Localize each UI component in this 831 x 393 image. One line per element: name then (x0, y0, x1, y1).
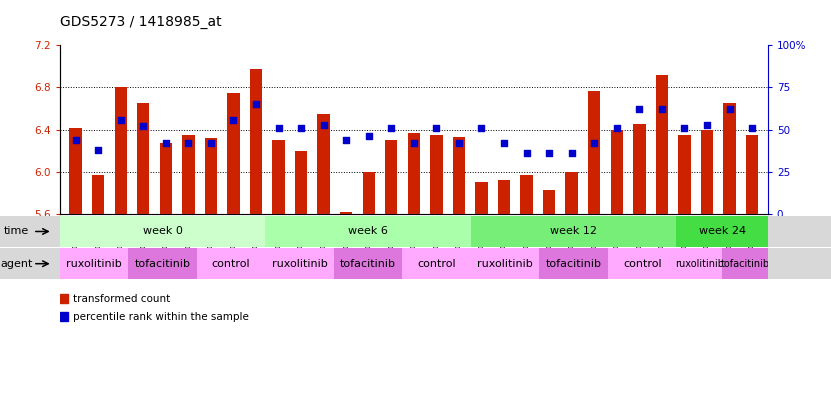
Point (136, 123, 150, 129)
Bar (227, 93, 239, 214)
Bar (746, 135, 758, 214)
Text: control: control (417, 259, 456, 269)
Bar (362, 172, 375, 214)
Text: time: time (4, 226, 29, 237)
Point (745, 125, 759, 131)
Bar (115, 87, 127, 214)
Point (182, 140, 195, 146)
Bar (723, 103, 735, 214)
Point (701, 121, 714, 128)
Point (723, 106, 736, 112)
Point (160, 140, 173, 146)
Point (340, 137, 353, 143)
Text: agent: agent (1, 259, 33, 269)
Bar (250, 70, 263, 214)
Text: week 12: week 12 (550, 226, 597, 237)
Bar (498, 180, 510, 214)
Bar (565, 172, 578, 214)
Bar (520, 175, 533, 214)
Point (520, 150, 534, 156)
Point (204, 140, 218, 146)
Text: tofacitinib: tofacitinib (340, 259, 396, 269)
Point (475, 125, 488, 131)
Bar (160, 143, 172, 214)
Text: ruxolitinib: ruxolitinib (477, 259, 533, 269)
Text: tofacitinib: tofacitinib (720, 259, 770, 269)
Point (385, 125, 398, 131)
Text: ruxolitinib: ruxolitinib (675, 259, 724, 269)
Bar (611, 130, 623, 214)
Bar (633, 125, 646, 214)
Text: tofacitinib: tofacitinib (135, 259, 190, 269)
Text: ruxolitinib: ruxolitinib (66, 259, 122, 269)
Point (69, 137, 82, 143)
Point (407, 140, 420, 146)
Bar (204, 138, 217, 214)
Point (294, 125, 307, 131)
Text: tofacitinib: tofacitinib (546, 259, 602, 269)
Bar (430, 135, 443, 214)
Text: percentile rank within the sample: percentile rank within the sample (73, 312, 249, 322)
Point (543, 150, 556, 156)
Bar (60, 312, 68, 321)
Text: week 6: week 6 (348, 226, 388, 237)
Point (430, 125, 443, 131)
Text: week 0: week 0 (143, 226, 183, 237)
Bar (701, 130, 713, 214)
Point (317, 121, 330, 128)
Text: control: control (212, 259, 250, 269)
Bar (340, 212, 352, 214)
Point (249, 101, 263, 107)
Bar (137, 103, 150, 214)
Text: transformed count: transformed count (73, 294, 170, 303)
Point (91, 147, 105, 153)
Bar (453, 137, 465, 214)
Bar (70, 128, 81, 214)
Text: GDS5273 / 1418985_at: GDS5273 / 1418985_at (60, 15, 221, 29)
Point (452, 140, 465, 146)
Bar (475, 182, 488, 214)
Bar (678, 135, 691, 214)
Text: ruxolitinib: ruxolitinib (272, 259, 327, 269)
Bar (273, 140, 285, 214)
Point (272, 125, 285, 131)
Text: week 24: week 24 (699, 226, 745, 237)
Point (588, 140, 601, 146)
Bar (60, 294, 68, 303)
Bar (543, 190, 555, 214)
Bar (92, 175, 105, 214)
Bar (588, 91, 601, 214)
Bar (385, 140, 397, 214)
Point (678, 125, 691, 131)
Point (655, 106, 668, 112)
Bar (408, 133, 420, 214)
Bar (182, 135, 194, 214)
Point (632, 106, 646, 112)
Point (498, 140, 511, 146)
Point (114, 116, 127, 123)
Point (227, 116, 240, 123)
Text: control: control (623, 259, 661, 269)
Point (362, 133, 376, 140)
Bar (295, 151, 307, 214)
Point (565, 150, 578, 156)
Point (610, 125, 623, 131)
Bar (656, 75, 668, 214)
Bar (317, 114, 330, 214)
